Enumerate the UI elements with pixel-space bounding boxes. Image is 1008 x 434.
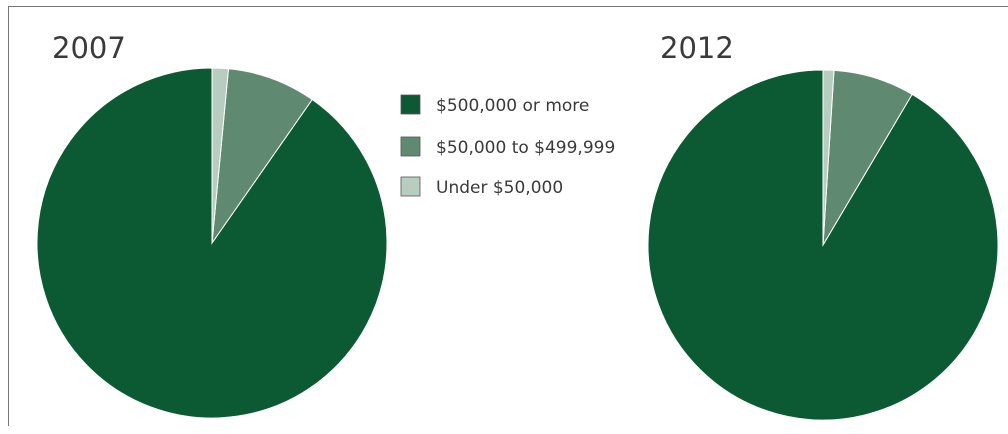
- chart-frame: [8, 6, 1008, 426]
- pie-title-2007: 2007: [52, 31, 126, 65]
- pie-title-2012: 2012: [660, 31, 734, 65]
- legend-swatch-50k-to-499k: [400, 136, 421, 157]
- legend-label-50k-to-499k: $50,000 to $499,999: [436, 138, 615, 158]
- legend-label-under-50k: Under $50,000: [436, 178, 563, 198]
- legend: $500,000 or more $50,000 to $499,999 Und…: [400, 94, 615, 198]
- pie-2007: [36, 67, 388, 419]
- pie-2012: [647, 69, 999, 421]
- legend-swatch-500k-or-more: [400, 94, 421, 115]
- pie-slice-2007-under-50k: [211, 67, 230, 244]
- pie-slice-2007-50k-to-499k: [211, 68, 313, 245]
- legend-swatch-under-50k: [400, 176, 421, 197]
- legend-label-500k-or-more: $500,000 or more: [436, 96, 589, 116]
- pie-slice-2012-under-50k: [822, 69, 835, 246]
